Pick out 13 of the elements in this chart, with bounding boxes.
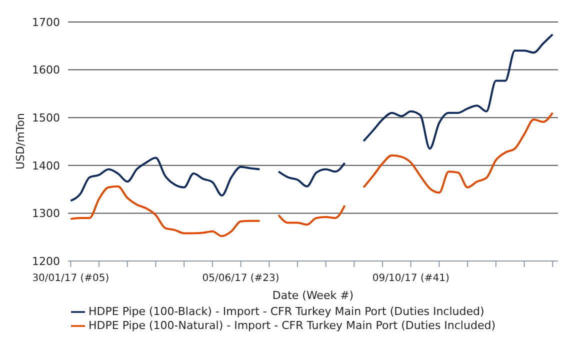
y-tick-label: 1500 — [32, 112, 60, 125]
y-tick-label: 1700 — [32, 16, 60, 29]
legend-label: HDPE Pipe (100-Natural) - Import - CFR Turkey Main Port (Duties Included) — [88, 319, 496, 332]
x-tick-label: 05/06/17 (#23) — [202, 273, 280, 284]
y-tick-label: 1300 — [32, 207, 60, 220]
y-axis-title: USD/mTon — [14, 112, 27, 170]
y-tick-label: 1200 — [32, 254, 60, 268]
x-axis-title: Date (Week #) — [272, 289, 354, 302]
x-tick-label: 09/10/17 (#41) — [372, 273, 450, 284]
legend-label: HDPE Pipe (100-Black) - Import - CFR Turkey Main Port (Duties Included) — [88, 305, 484, 318]
y-tick-label: 1600 — [32, 64, 60, 77]
y-tick-label: 1400 — [32, 159, 60, 172]
x-tick-label: 30/01/17 (#05) — [32, 273, 110, 284]
